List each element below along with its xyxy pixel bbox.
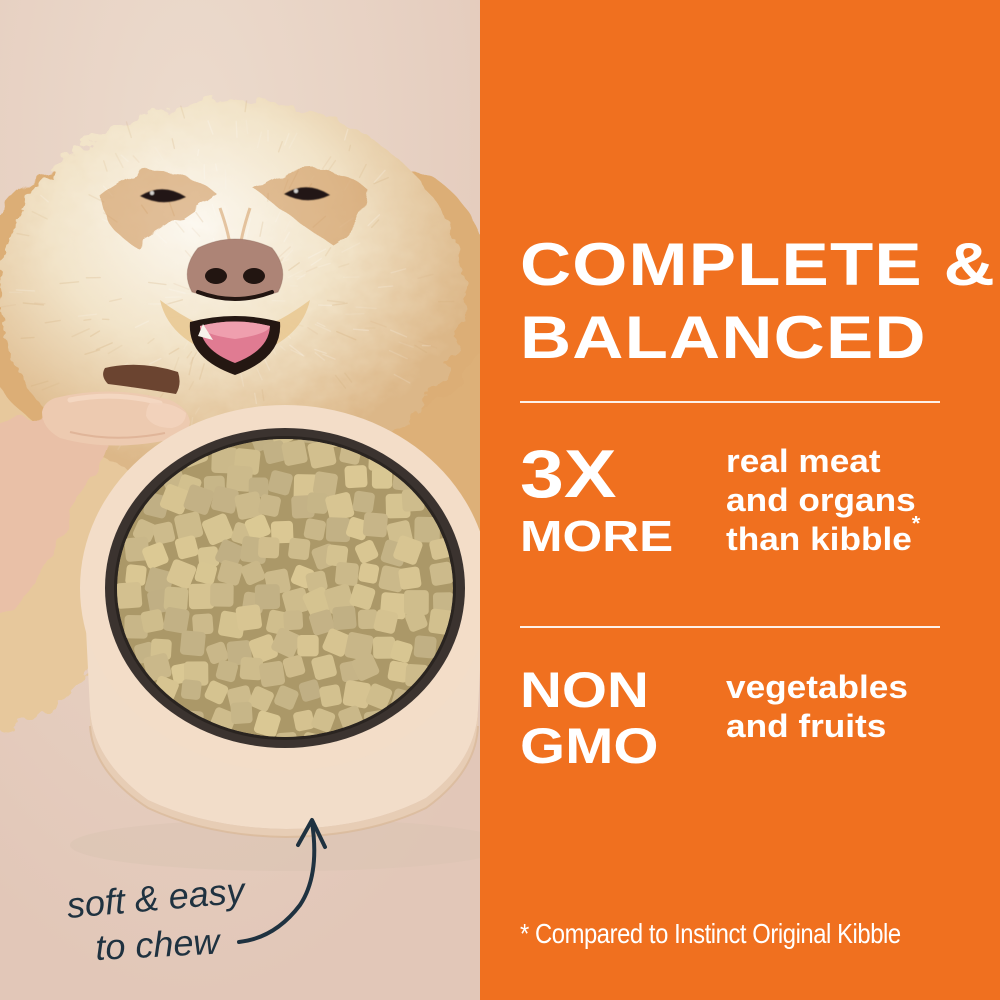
svg-text:to chew: to chew	[94, 920, 222, 968]
